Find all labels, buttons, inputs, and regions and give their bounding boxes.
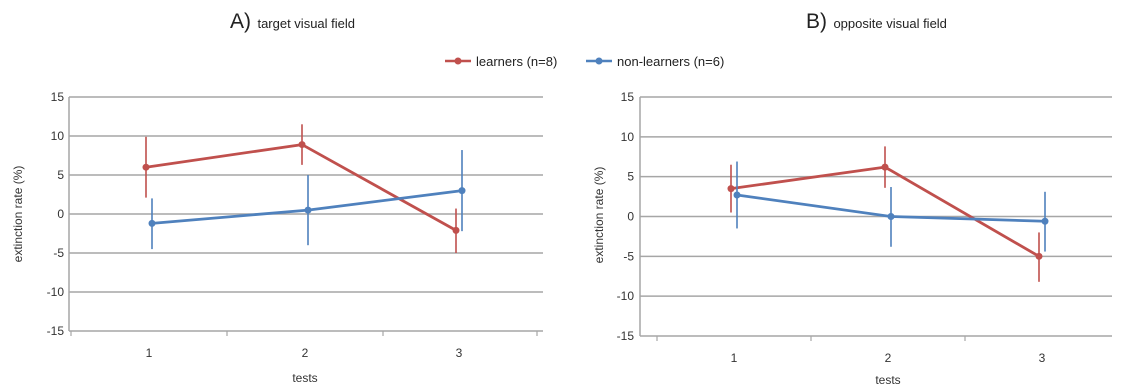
y-tick-label: 10: [621, 130, 635, 144]
gridlines: [639, 96, 1112, 341]
y-tick-label: 0: [627, 210, 634, 224]
y-axis-label: extinction rate (%): [592, 167, 606, 264]
y-tick-labels: 15 10 5 0 -5 -10 -15: [617, 90, 635, 343]
legend: learners (n=8) non-learners (n=6): [445, 54, 724, 69]
y-axis-label: extinction rate (%): [11, 166, 25, 263]
legend-label-non-learners: non-learners (n=6): [617, 54, 724, 69]
data-point: [304, 206, 312, 214]
y-tick-label: 0: [57, 207, 64, 221]
y-tick-label: -10: [47, 285, 65, 299]
data-point: [733, 191, 741, 199]
chart-title-letter: B): [806, 10, 827, 33]
series-non-learners: [148, 150, 466, 250]
x-axis-label: tests: [875, 373, 900, 387]
y-tick-label: 15: [621, 90, 635, 104]
series-group: [142, 124, 466, 253]
data-point: [148, 219, 156, 227]
series-learners: [727, 146, 1043, 282]
legend-marker-non-learners: [595, 57, 603, 65]
chart-panel-b: B) opposite visual field 151050-5-10-15 …: [592, 10, 1112, 387]
legend-label-learners: learners (n=8): [476, 54, 557, 69]
data-point: [298, 141, 306, 149]
x-tick-label: 3: [1039, 351, 1046, 365]
data-point: [1035, 252, 1043, 260]
y-tick-label: 15: [51, 90, 65, 104]
y-tick-label: -10: [617, 289, 635, 303]
x-tick-label: 2: [885, 351, 892, 365]
x-tick-label: 3: [456, 346, 463, 360]
chart-title-b: B) opposite visual field: [806, 10, 947, 33]
x-tick-labels: 1 2 3: [731, 351, 1046, 365]
chart-title-text: target visual field: [257, 16, 355, 31]
x-tick-labels: 1 2 3: [146, 346, 463, 360]
gridlines: [68, 96, 543, 336]
data-point: [887, 213, 895, 220]
data-point: [727, 185, 735, 193]
chart-title-a: A) target visual field: [230, 10, 355, 33]
data-point: [452, 226, 460, 234]
x-axis-label: tests: [292, 371, 317, 385]
legend-marker-learners: [454, 57, 462, 65]
chart-title-letter: A): [230, 10, 251, 33]
y-tick-label: 5: [57, 168, 64, 182]
y-tick-label: -15: [617, 329, 635, 343]
x-tick-label: 2: [302, 346, 309, 360]
y-tick-label: -15: [47, 324, 65, 338]
series-line: [145, 143, 457, 232]
y-tick-label: 10: [51, 129, 65, 143]
data-point: [881, 163, 889, 171]
x-tick-label: 1: [146, 346, 153, 360]
y-tick-labels: 15 10 5 0 -5 -10 -15: [47, 90, 65, 338]
x-tick-label: 1: [731, 351, 738, 365]
chart-panel-a: A) target visual field 15 10 5 0 -5 -10 -15 1 2…: [11, 10, 543, 385]
y-tick-label: -5: [623, 249, 634, 263]
chart-title-text: opposite visual field: [833, 16, 946, 31]
data-point: [458, 187, 466, 195]
y-tick-label: 5: [627, 170, 634, 184]
data-point: [1041, 217, 1049, 225]
data-point: [142, 163, 150, 171]
series-learners: [142, 124, 460, 253]
series-group: [727, 146, 1049, 282]
series-non-learners: [733, 161, 1049, 252]
y-tick-label: -5: [53, 246, 64, 260]
